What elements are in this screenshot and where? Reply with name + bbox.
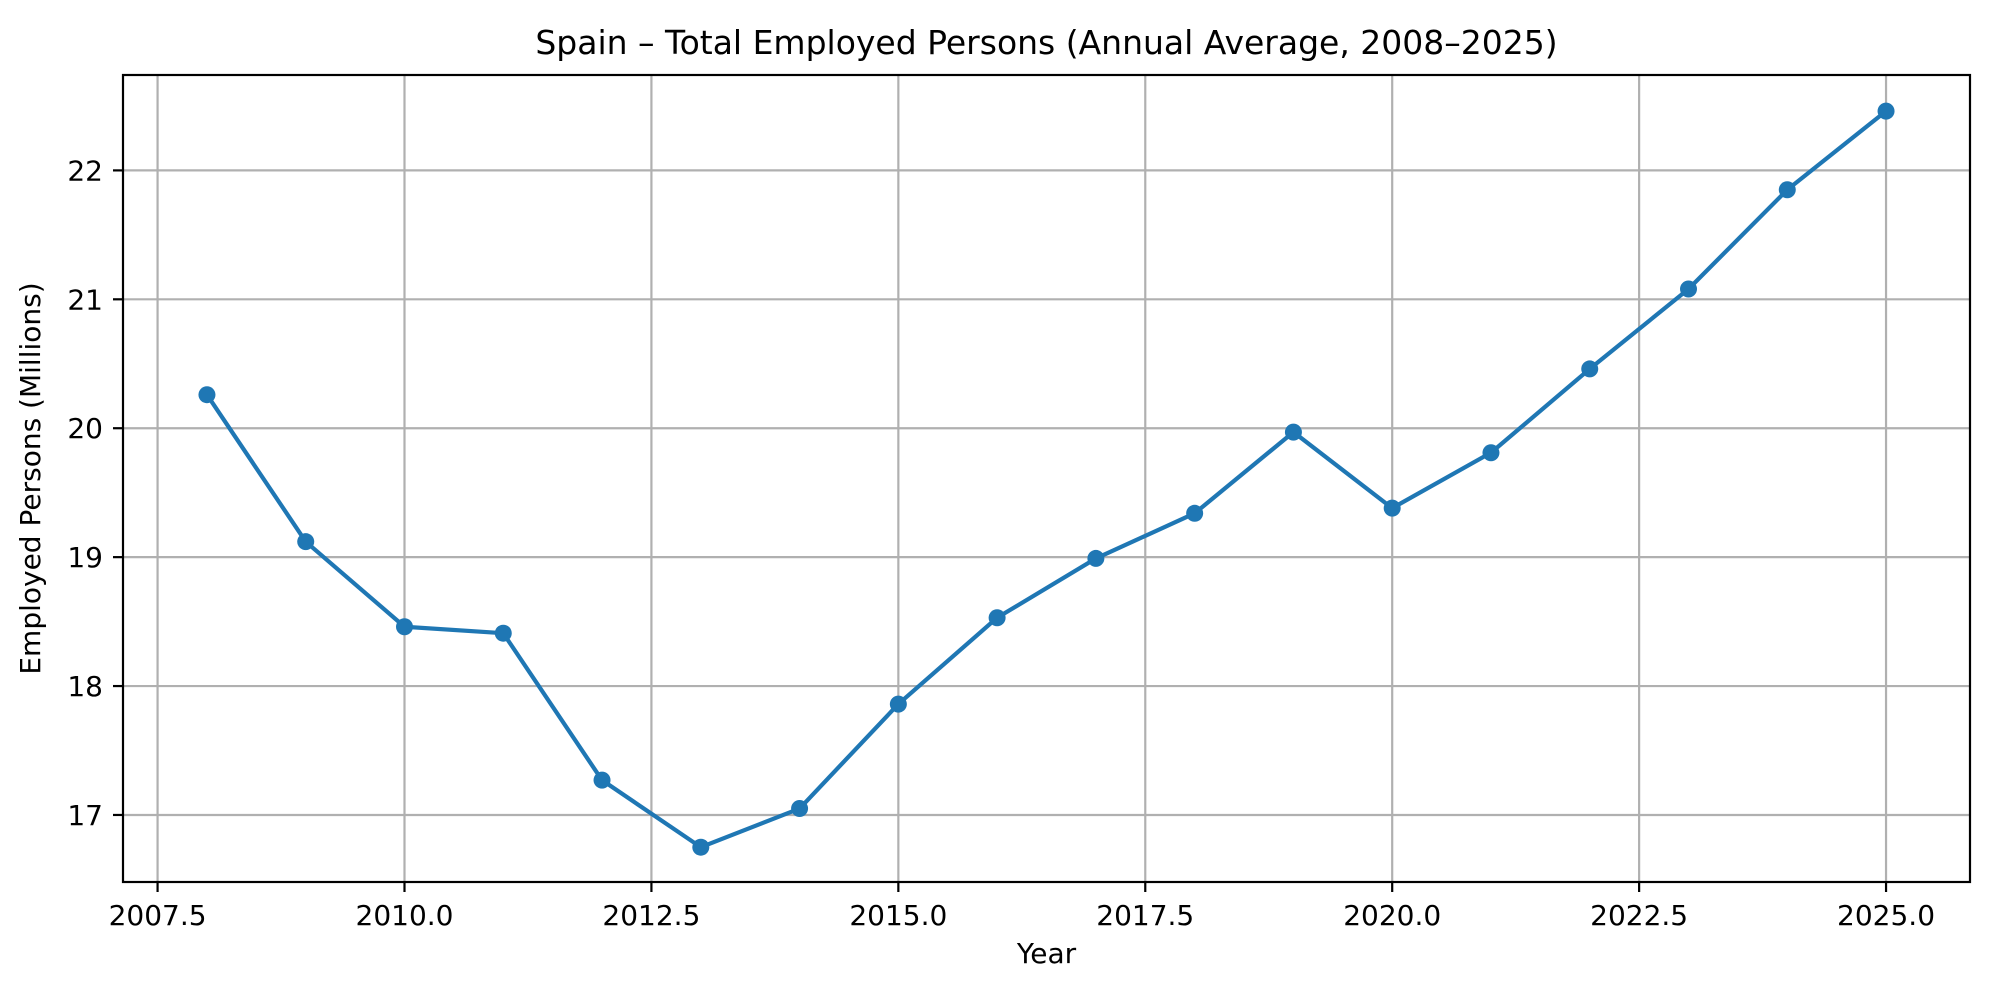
x-tick-label: 2010.0 bbox=[356, 899, 454, 932]
y-tick-label: 19 bbox=[67, 541, 103, 574]
data-point-2018 bbox=[1186, 504, 1204, 522]
data-point-2024 bbox=[1778, 181, 1796, 199]
x-tick-label: 2025.0 bbox=[1837, 899, 1935, 932]
y-tick-label: 22 bbox=[67, 154, 103, 187]
data-point-2017 bbox=[1087, 549, 1105, 567]
x-tick-label: 2022.5 bbox=[1590, 899, 1688, 932]
y-tick-label: 17 bbox=[67, 799, 103, 832]
y-tick-label: 18 bbox=[67, 670, 103, 703]
chart-title: Spain – Total Employed Persons (Annual A… bbox=[535, 23, 1557, 62]
data-point-2008 bbox=[198, 386, 216, 404]
data-point-2019 bbox=[1284, 423, 1302, 441]
data-point-2014 bbox=[791, 800, 809, 818]
axes bbox=[113, 73, 1972, 892]
tick-labels: 2007.5 2010.0 2012.5 2015.0 2017.5 2020.0 2022… bbox=[67, 154, 1935, 932]
data-point-2015 bbox=[889, 695, 907, 713]
data-point-2022 bbox=[1581, 360, 1599, 378]
x-tick-label: 2007.5 bbox=[109, 899, 207, 932]
data-point-2011 bbox=[494, 624, 512, 642]
data-line bbox=[204, 108, 1889, 850]
data-point-2021 bbox=[1482, 444, 1500, 462]
y-tick-label: 20 bbox=[67, 412, 103, 445]
data-point-2012 bbox=[593, 771, 611, 789]
plot-border bbox=[121, 73, 1972, 884]
x-tick-label: 2020.0 bbox=[1343, 899, 1441, 932]
x-axis-label: Year bbox=[1016, 937, 1077, 970]
data-point-2020 bbox=[1383, 499, 1401, 517]
grid-lines bbox=[123, 75, 1970, 882]
data-point-2010 bbox=[395, 618, 413, 636]
data-point-2023 bbox=[1680, 280, 1698, 298]
y-axis-label: Employed Persons (Millions) bbox=[14, 282, 47, 674]
data-series bbox=[198, 102, 1895, 856]
data-point-2009 bbox=[297, 533, 315, 551]
y-tick-label: 21 bbox=[67, 283, 103, 316]
data-point-2016 bbox=[988, 609, 1006, 627]
data-point-2013 bbox=[692, 838, 710, 856]
x-tick-label: 2012.5 bbox=[602, 899, 700, 932]
data-point-2025 bbox=[1877, 102, 1895, 120]
x-tick-label: 2015.0 bbox=[849, 899, 947, 932]
x-tick-label: 2017.5 bbox=[1096, 899, 1194, 932]
